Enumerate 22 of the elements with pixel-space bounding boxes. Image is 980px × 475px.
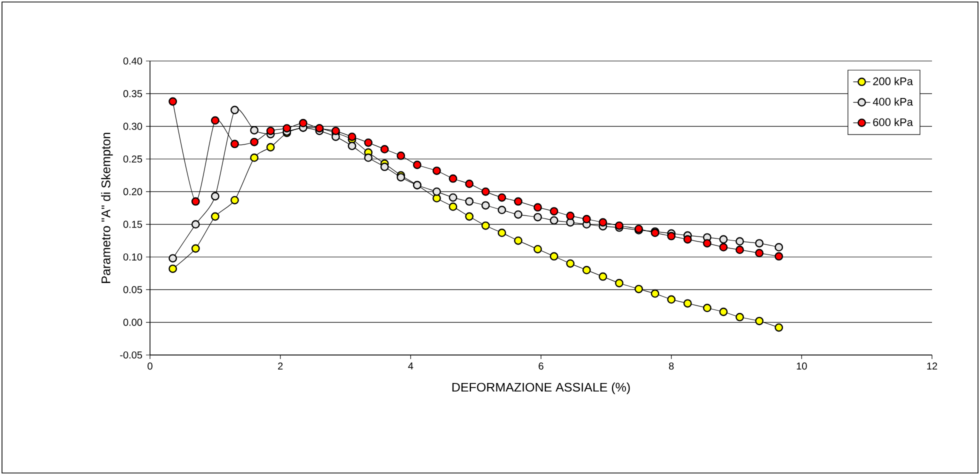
x-tick-label: 12 (927, 362, 938, 370)
y-axis-title: Parametro "A" di Skempton (101, 132, 113, 283)
y-tick-label: 0.20 (123, 188, 142, 196)
legend-label: 400 kPa (872, 98, 913, 106)
x-tick-label: 8 (668, 362, 674, 370)
y-tick-label: 0.30 (123, 122, 142, 130)
x-axis-title: DEFORMAZIONE ASSIALE (%) (452, 382, 630, 394)
x-tick-label: 2 (278, 362, 283, 370)
y-tick-label: 0.40 (123, 57, 142, 65)
y-tick-label: 0.35 (123, 90, 142, 98)
y-tick-label: 0.00 (123, 318, 142, 326)
legend-label: 600 kPa (873, 118, 913, 126)
y-tick-label: -0.05 (120, 351, 142, 359)
y-tick-label: 0.25 (123, 155, 142, 163)
x-tick-label: 10 (796, 362, 807, 370)
y-tick-label: 0.05 (123, 286, 142, 294)
x-tick-label: 0 (148, 362, 152, 370)
x-tick-label: 6 (538, 362, 544, 370)
y-tick-label: 0.10 (123, 253, 142, 261)
y-tick-label: 0.15 (123, 220, 142, 228)
x-tick-label: 4 (408, 362, 414, 370)
legend-label: 200 kPa (873, 77, 913, 86)
